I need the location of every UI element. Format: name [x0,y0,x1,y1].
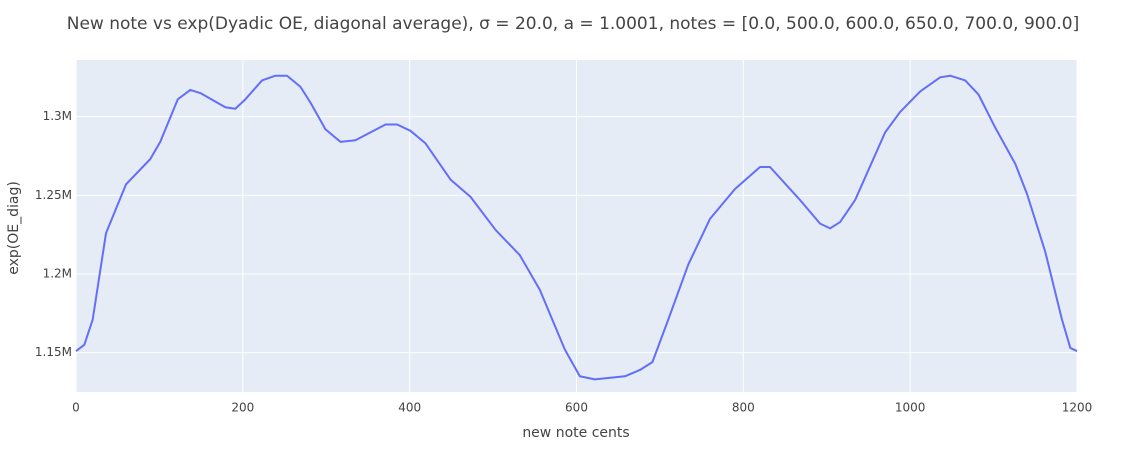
y-tick-label: 1.3M [43,109,72,123]
chart-title: New note vs exp(Dyadic OE, diagonal aver… [67,14,1080,34]
x-tick-label: 200 [231,401,254,415]
y-tick-label: 1.25M [35,188,72,202]
x-tick-label: 1200 [1062,401,1093,415]
x-tick-label: 600 [565,401,588,415]
x-tick-label: 400 [398,401,421,415]
y-tick-label: 1.15M [35,345,72,359]
y-tick-label: 1.2M [43,266,72,280]
x-tick-label: 1000 [895,401,926,415]
x-tick-label: 800 [732,401,755,415]
line-series [75,74,1078,381]
x-axis-label: new note cents [522,425,629,441]
y-axis-label: exp(OE_diag) [6,181,22,275]
x-tick-label: 0 [72,401,80,415]
